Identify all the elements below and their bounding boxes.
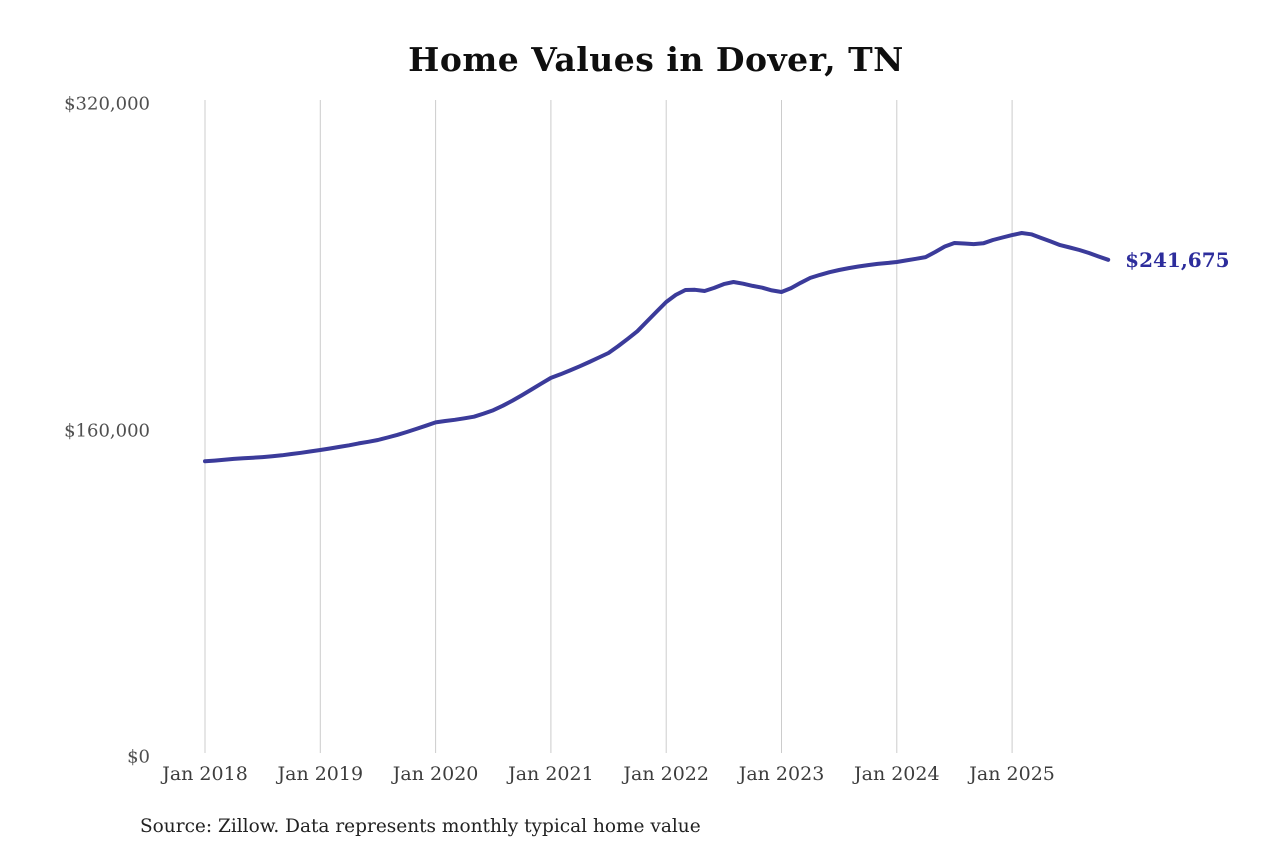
x-tick-label: Jan 2018 xyxy=(162,763,248,785)
x-tick-label: Jan 2023 xyxy=(738,763,825,785)
x-tick-label: Jan 2025 xyxy=(969,763,1055,785)
x-tick-label: Jan 2020 xyxy=(392,763,479,785)
x-tick-label: Jan 2024 xyxy=(854,763,940,785)
x-tick-label: Jan 2019 xyxy=(277,763,364,785)
source-note: Source: Zillow. Data represents monthly … xyxy=(140,816,701,837)
y-tick-label: $160,000 xyxy=(64,420,150,441)
chart-title: Home Values in Dover, TN xyxy=(408,40,904,79)
gridline-group xyxy=(204,100,1013,753)
x-tick-label: Jan 2022 xyxy=(623,763,709,785)
y-tick-label: $320,000 xyxy=(64,93,150,115)
y-tick-label: $0 xyxy=(127,746,150,768)
x-tick-label: Jan 2021 xyxy=(508,763,594,785)
home-value-line-series xyxy=(203,231,1111,464)
latest-value-label: $241,675 xyxy=(1125,248,1230,272)
